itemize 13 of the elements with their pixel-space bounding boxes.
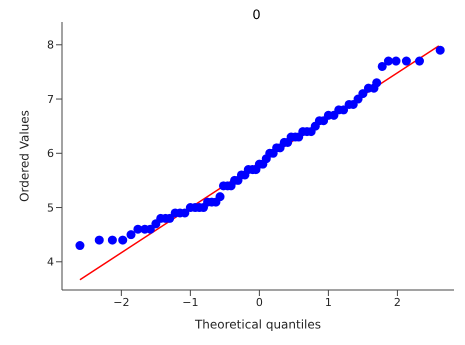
x-tick-label: 1	[324, 296, 332, 309]
y-tick-label: 5	[47, 201, 54, 214]
y-axis-title: Ordered Values	[17, 110, 32, 202]
x-tick-label: −2	[113, 296, 130, 309]
y-tick-label: 7	[47, 92, 54, 106]
x-tick-label: 0	[256, 296, 263, 309]
x-axis-title: Theoretical quantiles	[194, 318, 322, 332]
x-tick-label: −1	[182, 296, 198, 309]
y-tick-label: 4	[47, 256, 54, 269]
y-tick-label: 8	[47, 38, 54, 52]
chart-title: 0	[251, 8, 262, 23]
y-tick-label: 6	[47, 147, 54, 160]
x-tick-label: 2	[394, 296, 401, 309]
